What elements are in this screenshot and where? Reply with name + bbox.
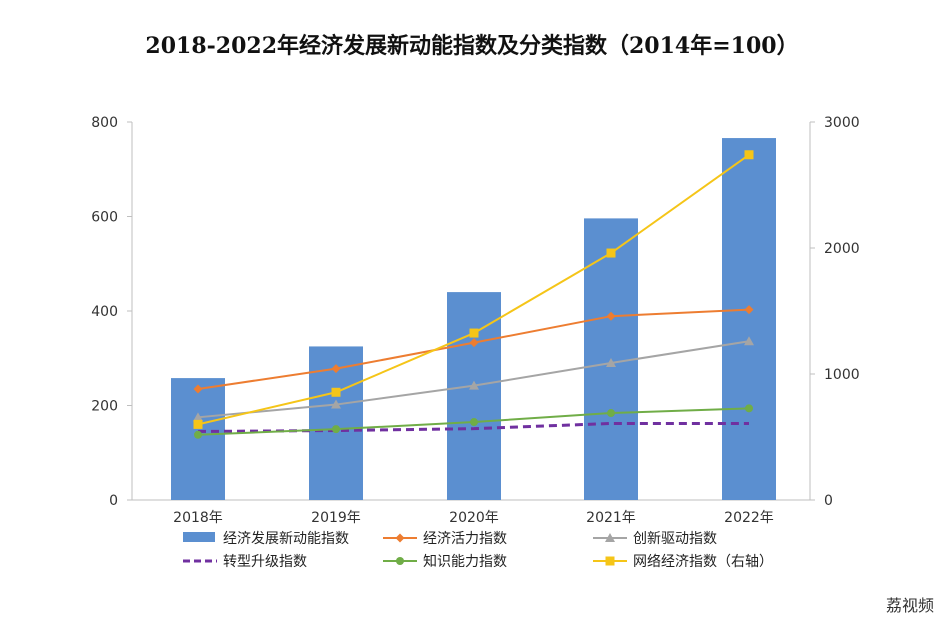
data-point [194,430,202,439]
legend-marker [605,533,615,542]
data-point [331,399,341,409]
legend-marker [605,556,615,566]
data-point [193,412,203,422]
data-point [193,384,203,394]
data-point [744,336,754,346]
data-point [332,425,340,434]
data-point [469,328,479,338]
left-tick-label: 600 [91,210,118,226]
data-point [470,418,478,427]
left-tick-label: 400 [91,304,118,320]
bar [447,292,501,500]
legend-swatch [183,532,215,542]
data-point [193,419,203,429]
legend-label: 创新驱动指数 [633,531,717,547]
data-point [606,311,616,321]
x-tick-label: 2019年 [311,510,361,526]
data-point [745,404,753,413]
legend-marker [396,557,404,565]
data-point [744,150,754,160]
legend-label: 知识能力指数 [423,553,507,570]
data-point [469,338,479,348]
legend-label: 经济发展新动能指数 [223,531,349,547]
x-tick-label: 2021年 [586,510,636,526]
legend-label: 网络经济指数（右轴） [633,554,773,570]
watermark: 荔视频 [885,596,934,615]
data-point [607,409,615,418]
bar [722,138,776,500]
x-tick-label: 2018年 [173,510,223,526]
right-tick-label: 2000 [824,241,860,257]
data-point [469,380,479,390]
data-point [331,364,341,374]
legend-label: 转型升级指数 [223,554,307,570]
legend-marker [395,533,405,543]
right-tick-label: 1000 [824,367,860,383]
right-tick-label: 0 [824,493,833,509]
data-point [744,305,754,315]
left-tick-label: 800 [91,115,118,131]
x-tick-label: 2022年 [724,510,774,526]
data-point [331,387,341,397]
x-tick-label: 2020年 [449,510,499,526]
legend-label: 经济活力指数 [423,531,507,547]
left-tick-label: 200 [91,399,118,415]
chart-title: 2018-2022年经济发展新动能指数及分类指数（2014年=100） [145,33,799,59]
right-tick-label: 3000 [824,115,860,131]
bar [171,378,225,500]
left-tick-label: 0 [109,493,118,509]
data-point [606,248,616,258]
data-point [606,357,616,367]
